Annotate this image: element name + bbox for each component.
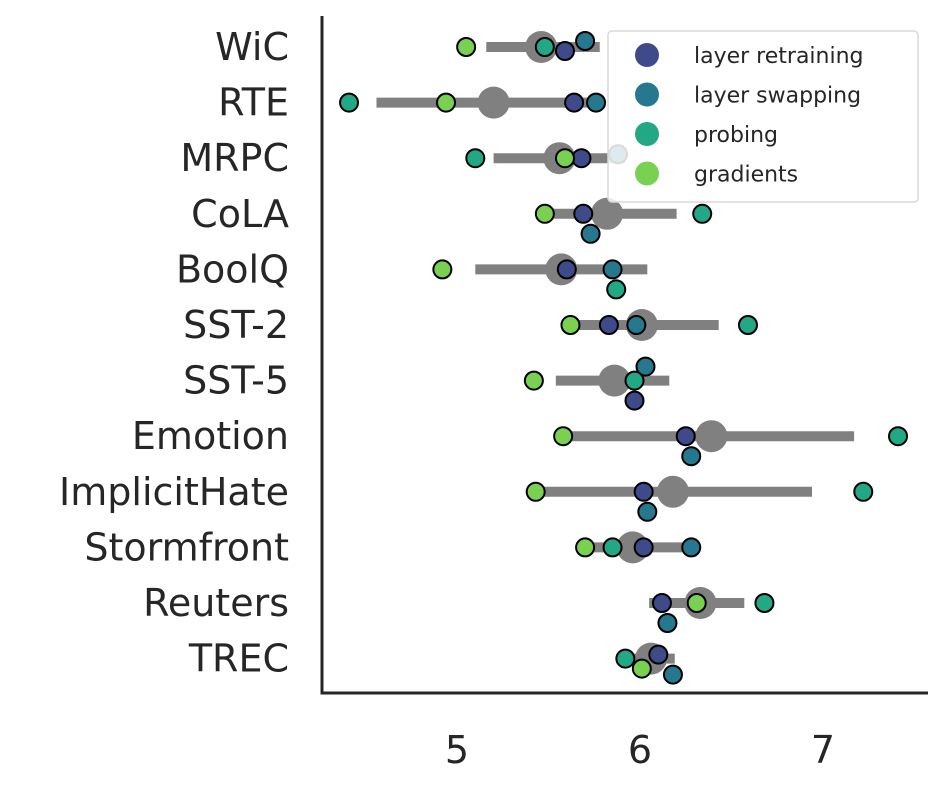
legend-label: probing [694,123,778,148]
point-probing [692,203,713,224]
point-probing [465,148,486,169]
point-probing [624,370,645,391]
point-layer-swapping [681,537,702,558]
mean-dot-rte [477,86,510,119]
point-probing [339,92,360,113]
point-gradients [432,259,453,280]
point-gradients [553,426,574,447]
legend-label: layer swapping [694,84,861,109]
y-tick-label: ImplicitHate [59,470,289,514]
y-tick-label: Reuters [143,581,289,625]
point-layer-retraining [573,203,594,224]
point-layer-swapping [637,501,658,522]
y-tick-label: SST-5 [183,359,289,403]
mean-dot-sst-5 [598,364,631,397]
x-tick-label: 6 [628,728,652,772]
point-layer-swapping [626,315,647,335]
y-tick-label: Emotion [132,414,289,458]
y-tick-label: Stormfront [84,525,289,569]
point-layer-retraining [633,537,654,558]
legend-marker-probing [635,122,659,146]
point-gradients [554,148,575,169]
mean-dot-implicithate [656,475,689,508]
point-layer-retraining [648,644,669,665]
point-layer-swapping [580,223,601,244]
y-tick-label: TREC [188,637,289,681]
legend: layer retraining layer swapping probing gra… [607,30,919,203]
point-probing [888,426,909,447]
point-gradients [631,658,652,679]
point-layer-swapping [602,259,623,280]
point-gradients [575,537,596,558]
mean-dot-emotion [695,420,728,453]
point-gradients [523,370,544,391]
point-layer-retraining [564,92,585,113]
point-probing [853,481,874,502]
axes-layer: WiC RTE MRPC CoLA BoolQ SST-2 SST-5 Emotion Impl… [59,16,928,772]
point-layer-retraining [556,259,577,280]
point-layer-swapping [586,92,607,113]
mean-dot-cola [591,197,624,230]
y-tick-label: BoolQ [176,247,289,291]
point-gradients [436,92,457,113]
y-tick-label: SST-2 [183,303,289,347]
y-tick-label: CoLA [191,192,289,236]
legend-marker-layer-retraining [635,43,659,67]
y-tick-label: WiC [215,25,289,69]
point-probing [737,315,758,335]
y-tick-label: MRPC [180,136,289,180]
legend-box [607,30,919,203]
point-layer-swapping [662,664,683,685]
point-layer-retraining [571,148,592,169]
point-layer-retraining [675,426,696,447]
point-layer-retraining [624,390,645,411]
legend-marker-gradients [635,161,659,186]
point-layer-retraining [633,481,654,502]
point-probing [615,648,636,669]
point-layer-retraining [651,593,672,613]
legend-label: gradients [694,163,798,188]
point-layer-swapping [575,31,596,51]
point-gradients [525,481,546,502]
point-layer-swapping [681,446,702,467]
legend-marker-layer-swapping [635,82,659,107]
point-layer-swapping [635,356,656,377]
y-tick-label: RTE [218,81,289,125]
point-gradients [686,593,707,613]
point-probing [754,593,775,613]
point-gradients [560,315,581,335]
x-tick-label: 5 [445,728,469,772]
point-layer-retraining [554,41,575,61]
point-probing [606,279,627,300]
point-layer-retraining [598,315,619,335]
legend-label: layer retraining [694,44,864,69]
x-tick-label: 7 [811,728,835,772]
point-probing [602,537,623,558]
point-layer-swapping [657,613,678,633]
point-gradients [534,203,555,224]
point-probing [534,37,555,57]
point-gradients [456,37,477,57]
